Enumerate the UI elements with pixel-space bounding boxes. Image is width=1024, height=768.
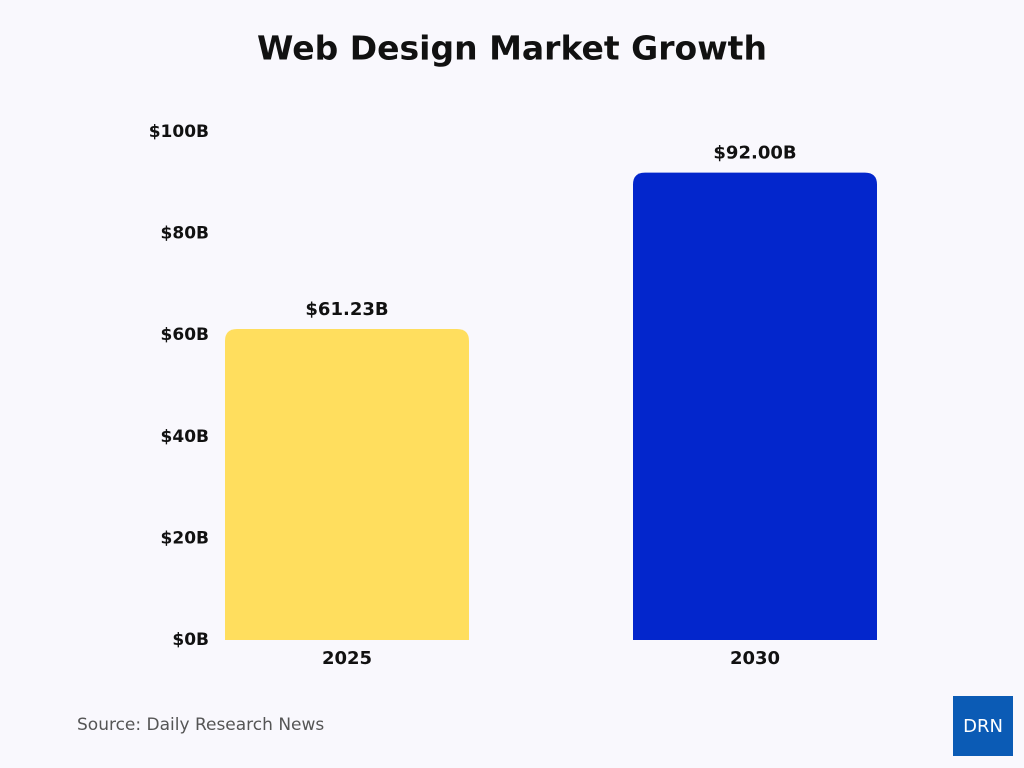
chart-title: Web Design Market Growth — [257, 29, 767, 68]
value-label: $92.00B — [713, 143, 796, 164]
bar — [225, 328, 469, 640]
y-tick-label: $40B — [161, 427, 209, 447]
x-tick-label: 2025 — [322, 648, 372, 669]
logo-box — [953, 696, 1013, 756]
y-tick-label: $20B — [161, 528, 209, 548]
y-tick-label: $0B — [172, 630, 209, 650]
value-label: $61.23B — [305, 299, 388, 320]
y-tick-label: $100B — [149, 122, 209, 142]
y-tick-label: $80B — [161, 224, 209, 244]
logo: DRN — [963, 716, 1003, 737]
x-tick-label: 2030 — [730, 648, 780, 669]
bar — [633, 172, 877, 640]
y-tick-label: $60B — [161, 325, 209, 345]
source: Source: Daily Research News — [77, 715, 324, 735]
